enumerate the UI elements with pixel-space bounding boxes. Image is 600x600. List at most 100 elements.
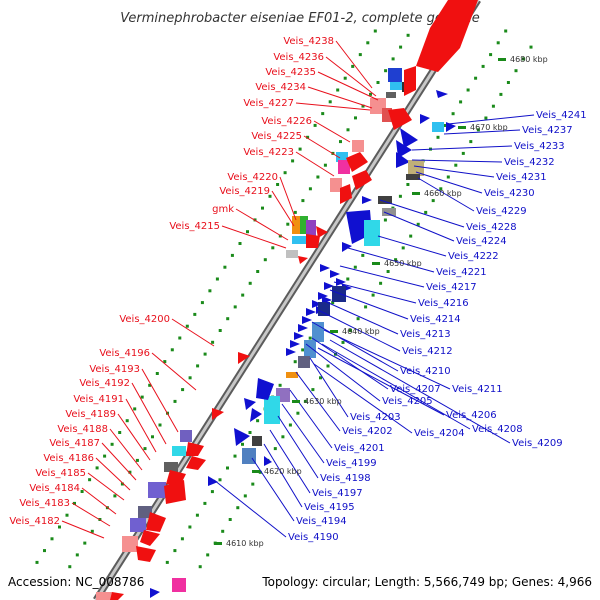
gene-label[interactable]: Veis_4229 [476,206,527,217]
gene-label[interactable]: Veis_4198 [320,473,371,484]
gene-label[interactable]: Veis_4234 [255,82,306,93]
gene-label[interactable]: Veis_4233 [514,141,565,152]
gc-dot [103,454,107,458]
gene-label[interactable]: Veis_4197 [312,488,363,499]
gc-dot [143,447,147,451]
kbp-tick-mark [214,542,222,545]
gene-label[interactable]: Veis_4222 [448,251,499,262]
gene-block [300,216,308,234]
gene-label[interactable]: Veis_4210 [400,366,451,377]
genome-summary: Topology: circular; Length: 5,566,749 bp… [261,575,592,589]
gene-label[interactable]: Veis_4204 [414,428,465,439]
gene-label[interactable]: Veis_4228 [466,222,517,233]
gene-label[interactable]: Veis_4207 [390,384,441,395]
gc-dot [226,466,229,470]
gene-label[interactable]: Veis_4227 [243,98,294,109]
gene-label[interactable]: Veis_4212 [402,346,453,357]
gene-label[interactable]: Veis_4192 [79,378,130,389]
gene-block [298,324,308,332]
gc-dot [180,537,184,541]
gene-label[interactable]: Veis_4236 [273,52,324,63]
gc-dot [454,163,458,167]
gene-label[interactable]: Veis_4215 [169,221,220,232]
gene-label[interactable]: Veis_4205 [382,396,433,407]
gc-dot [343,76,347,80]
gene-label[interactable]: Veis_4235 [265,67,316,78]
gene-label[interactable]: Veis_4211 [452,384,503,395]
gene-block [306,308,316,316]
gene-label[interactable]: Veis_4195 [304,502,355,513]
gc-dot [233,454,237,458]
gene-label[interactable]: Veis_4232 [504,157,555,168]
gene-label[interactable]: Veis_4214 [410,314,461,325]
kbp-tick-mark [252,470,260,473]
gene-label[interactable]: Veis_4209 [512,438,563,449]
gene-label[interactable]: Veis_4189 [65,409,116,420]
gc-dot [88,478,92,482]
gene-label[interactable]: Veis_4226 [261,116,312,127]
gene-label[interactable]: Veis_4190 [288,532,339,543]
gene-label[interactable]: Veis_4225 [251,131,302,142]
gene-label[interactable]: Veis_4221 [436,267,487,278]
gc-dot [376,81,380,84]
gene-label[interactable]: Veis_4196 [99,348,150,359]
gene-block [346,152,368,172]
gene-label[interactable]: Veis_4183 [19,498,70,509]
kbp-tick-label: 4680 kbp [510,55,548,64]
gene-label[interactable]: Veis_4237 [522,125,573,136]
gene-label[interactable]: Veis_4241 [536,110,587,121]
gene-block [386,92,396,98]
gene-label[interactable]: Veis_4230 [484,188,535,199]
gene-label[interactable]: Veis_4187 [49,438,100,449]
gc-dot [296,411,300,415]
gene-label[interactable]: Veis_4219 [219,186,270,197]
gene-label[interactable]: Veis_4223 [243,147,294,158]
gene-label[interactable]: Veis_4191 [73,394,124,405]
gene-label[interactable]: Veis_4231 [496,172,547,183]
gene-features [96,0,478,600]
kbp-tick-label: 4630 kbp [304,397,342,406]
gc-dot [489,53,493,57]
gene-block [186,442,204,456]
gc-dot [398,194,402,198]
gene-label[interactable]: Veis_4217 [426,282,477,293]
gene-label[interactable]: Veis_4238 [283,36,334,47]
gene-label[interactable]: Veis_4188 [57,424,108,435]
gene-label[interactable]: Veis_4194 [296,516,347,527]
gc-dot [394,258,398,262]
leader-line [281,403,325,464]
gene-block [330,270,340,278]
leader-line [309,357,349,418]
gc-dot [328,100,332,104]
gene-block [388,68,402,82]
gene-label[interactable]: Veis_4220 [227,172,278,183]
gc-dot [461,151,465,155]
gene-label[interactable]: Veis_4203 [350,412,401,423]
gene-label[interactable]: Veis_4199 [326,458,377,469]
gene-label[interactable]: Veis_4184 [29,483,80,494]
gene-label[interactable]: Veis_4213 [400,329,451,340]
gene-label[interactable]: Veis_4202 [342,426,393,437]
gene-label[interactable]: Veis_4193 [89,364,140,375]
gene-label[interactable]: Veis_4201 [334,443,385,454]
leader-line [131,382,167,445]
gene-label[interactable]: Veis_4216 [418,298,469,309]
gene-label[interactable]: Veis_4208 [472,424,523,435]
gene-label[interactable]: Veis_4200 [119,314,170,325]
gc-dot [43,549,46,553]
gene-label[interactable]: Veis_4185 [35,468,86,479]
gene-block [316,226,328,238]
gc-dot [484,116,488,120]
gene-label[interactable]: Veis_4224 [456,236,507,247]
gene-block [256,378,274,400]
gc-dot [276,183,280,186]
leader-line [295,151,335,177]
gene-block [212,408,224,420]
gene-label[interactable]: gmk [212,204,234,215]
gene-label[interactable]: Veis_4206 [446,410,497,421]
gc-dot [135,458,139,462]
gene-label[interactable]: Veis_4182 [9,516,60,527]
gene-block [148,482,166,498]
gene-label[interactable]: Veis_4186 [43,453,94,464]
